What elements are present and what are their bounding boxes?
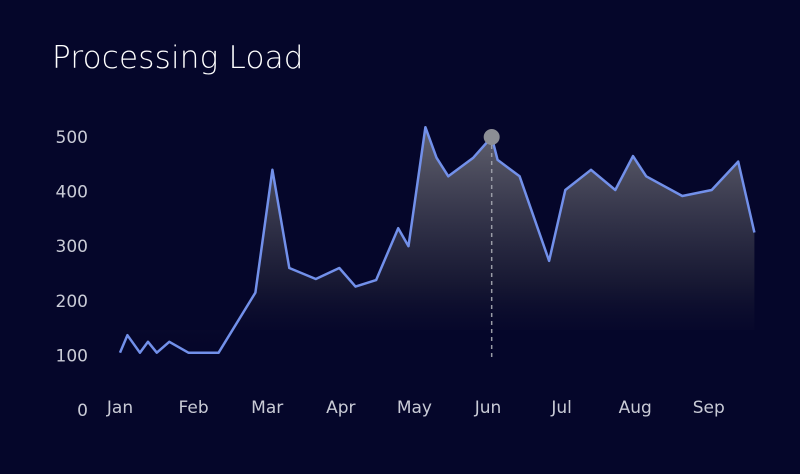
- x-tick-label: Aug: [619, 398, 652, 418]
- x-axis: Jan Feb Mar Apr May Jun Jul Aug Sep: [106, 398, 725, 418]
- y-tick-label: 400: [56, 183, 88, 203]
- x-tick-label: Sep: [693, 398, 725, 418]
- x-tick-label: May: [397, 398, 432, 418]
- highlight-point[interactable]: [483, 129, 500, 145]
- y-tick-label: 300: [56, 237, 88, 257]
- x-tick-label: Jan: [106, 398, 133, 418]
- series-area: [120, 127, 755, 353]
- series-line: [118, 125, 756, 354]
- y-tick-label: 200: [56, 292, 88, 312]
- y-tick-label: 0: [77, 401, 88, 421]
- x-tick-label: Jun: [474, 398, 502, 418]
- x-tick-label: Jul: [550, 398, 572, 418]
- y-tick-label: 500: [56, 128, 88, 148]
- x-tick-label: Feb: [179, 398, 209, 418]
- chart-title: Processing Load: [52, 40, 304, 76]
- y-axis: 0 100 200 300 400 500: [56, 128, 88, 421]
- x-tick-label: Apr: [326, 398, 355, 418]
- y-tick-label: 100: [56, 346, 88, 366]
- x-tick-label: Mar: [251, 398, 283, 418]
